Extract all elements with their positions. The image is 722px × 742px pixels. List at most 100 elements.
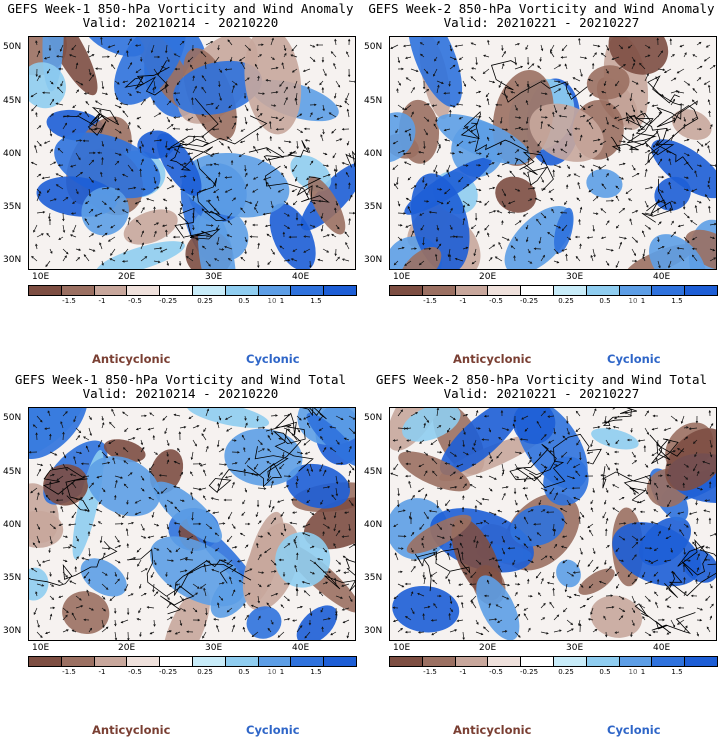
- wind-vector: [523, 212, 529, 217]
- wind-vector-head: [246, 614, 249, 618]
- wind-vector-head: [462, 204, 466, 208]
- wind-vector: [540, 92, 548, 95]
- anticyclonic-region: [244, 37, 302, 135]
- wind-vector-head: [236, 560, 240, 563]
- wind-vector-head: [256, 418, 259, 422]
- wind-vector: [470, 595, 477, 602]
- wind-vector: [309, 607, 312, 616]
- wind-vector: [696, 42, 702, 46]
- wind-vector-head: [549, 601, 552, 605]
- wind-vector-head: [453, 57, 457, 61]
- wind-vector-head: [430, 619, 434, 622]
- wind-vector: [537, 140, 542, 147]
- wind-vector-head: [199, 464, 203, 467]
- cyclonic-region: [186, 408, 270, 428]
- wind-vector: [423, 103, 430, 106]
- wind-vector-head: [647, 160, 651, 164]
- wind-vector-head: [220, 598, 224, 601]
- wind-vector-head: [48, 550, 51, 554]
- wind-vector-head: [542, 159, 545, 163]
- wind-vector-head: [291, 48, 295, 52]
- wind-vector: [549, 487, 555, 494]
- wind-vector-head: [253, 145, 256, 149]
- wind-vector-head: [603, 502, 607, 505]
- wind-vector-head: [517, 510, 520, 513]
- wind-vector-head: [320, 436, 323, 439]
- wind-vector: [657, 439, 659, 446]
- wind-vector-head: [41, 560, 45, 563]
- lon-label-10e: 10E: [393, 272, 411, 282]
- wind-vector: [631, 133, 634, 142]
- wind-vector-head: [470, 575, 473, 579]
- wind-vector: [644, 631, 651, 636]
- wind-vector-head: [497, 620, 500, 623]
- wind-vector: [709, 65, 716, 70]
- wind-vector-head: [581, 515, 585, 518]
- wind-vector: [462, 631, 465, 640]
- colorbar-swatch: [390, 657, 423, 666]
- wind-vector: [192, 86, 197, 94]
- wind-vector-head: [584, 474, 588, 478]
- wind-vector-head: [660, 50, 664, 53]
- wind-vector-head: [32, 542, 36, 546]
- wind-vector-head: [574, 235, 578, 239]
- wind-vector: [579, 535, 584, 540]
- wind-vector-head: [493, 513, 497, 516]
- wind-vector: [335, 559, 341, 565]
- wind-vector: [527, 187, 535, 190]
- wind-vector-head: [397, 60, 401, 64]
- wind-vector-head: [294, 97, 298, 101]
- wind-vector-head: [72, 230, 75, 233]
- wind-vector-head: [592, 229, 596, 232]
- wind-vector-head: [181, 40, 185, 44]
- colorbar-swatch: [29, 657, 62, 666]
- wind-vector: [305, 139, 311, 142]
- wind-vector-head: [275, 116, 279, 120]
- wind-vector: [257, 595, 260, 603]
- wind-vector: [179, 241, 184, 250]
- wind-vector: [705, 595, 711, 601]
- wind-vector-head: [35, 432, 38, 436]
- wind-vector-head: [64, 559, 68, 563]
- wind-vector-head: [114, 574, 118, 578]
- colorbar-label: -0.5: [128, 297, 142, 305]
- wind-vector: [100, 535, 103, 543]
- colorbar-label-suffix: 10: [628, 297, 638, 305]
- wind-vector: [266, 148, 272, 154]
- wind-vector-head: [266, 148, 269, 151]
- wind-vector: [501, 630, 507, 633]
- wind-vector: [566, 427, 570, 435]
- wind-vector-head: [486, 136, 490, 140]
- wind-vector-head: [590, 444, 593, 448]
- wind-vector-head: [135, 90, 139, 94]
- wind-vector-head: [175, 583, 178, 586]
- wind-vector-head: [484, 203, 487, 206]
- colorbar-swatch: [619, 286, 653, 295]
- wind-vector-head: [677, 512, 680, 515]
- wind-vector-head: [452, 524, 456, 527]
- wind-vector: [501, 535, 505, 543]
- wind-vector-head: [683, 119, 687, 122]
- wind-vector-head: [665, 536, 669, 540]
- wind-vector: [461, 602, 464, 609]
- wind-vector-head: [556, 614, 560, 617]
- wind-vector-head: [403, 509, 406, 512]
- wind-vector: [651, 451, 659, 456]
- wind-vector: [631, 63, 635, 70]
- wind-vector: [547, 582, 555, 585]
- wind-vector-head: [56, 478, 59, 481]
- wind-vector-head: [712, 248, 716, 252]
- wind-vector-head: [201, 245, 205, 249]
- wind-vector-head: [600, 52, 604, 56]
- wind-vector-head: [233, 568, 237, 571]
- wind-vector: [590, 439, 594, 447]
- anticyclonic-label: Anticyclonic: [92, 723, 171, 737]
- wind-vector: [618, 242, 622, 250]
- wind-vector-head: [536, 420, 540, 424]
- wind-vector-head: [601, 183, 605, 186]
- wind-vector-head: [586, 597, 590, 601]
- wind-vector-head: [470, 129, 473, 132]
- wind-vector: [527, 85, 529, 94]
- wind-vector-head: [85, 201, 88, 205]
- wind-vector-head: [648, 227, 651, 230]
